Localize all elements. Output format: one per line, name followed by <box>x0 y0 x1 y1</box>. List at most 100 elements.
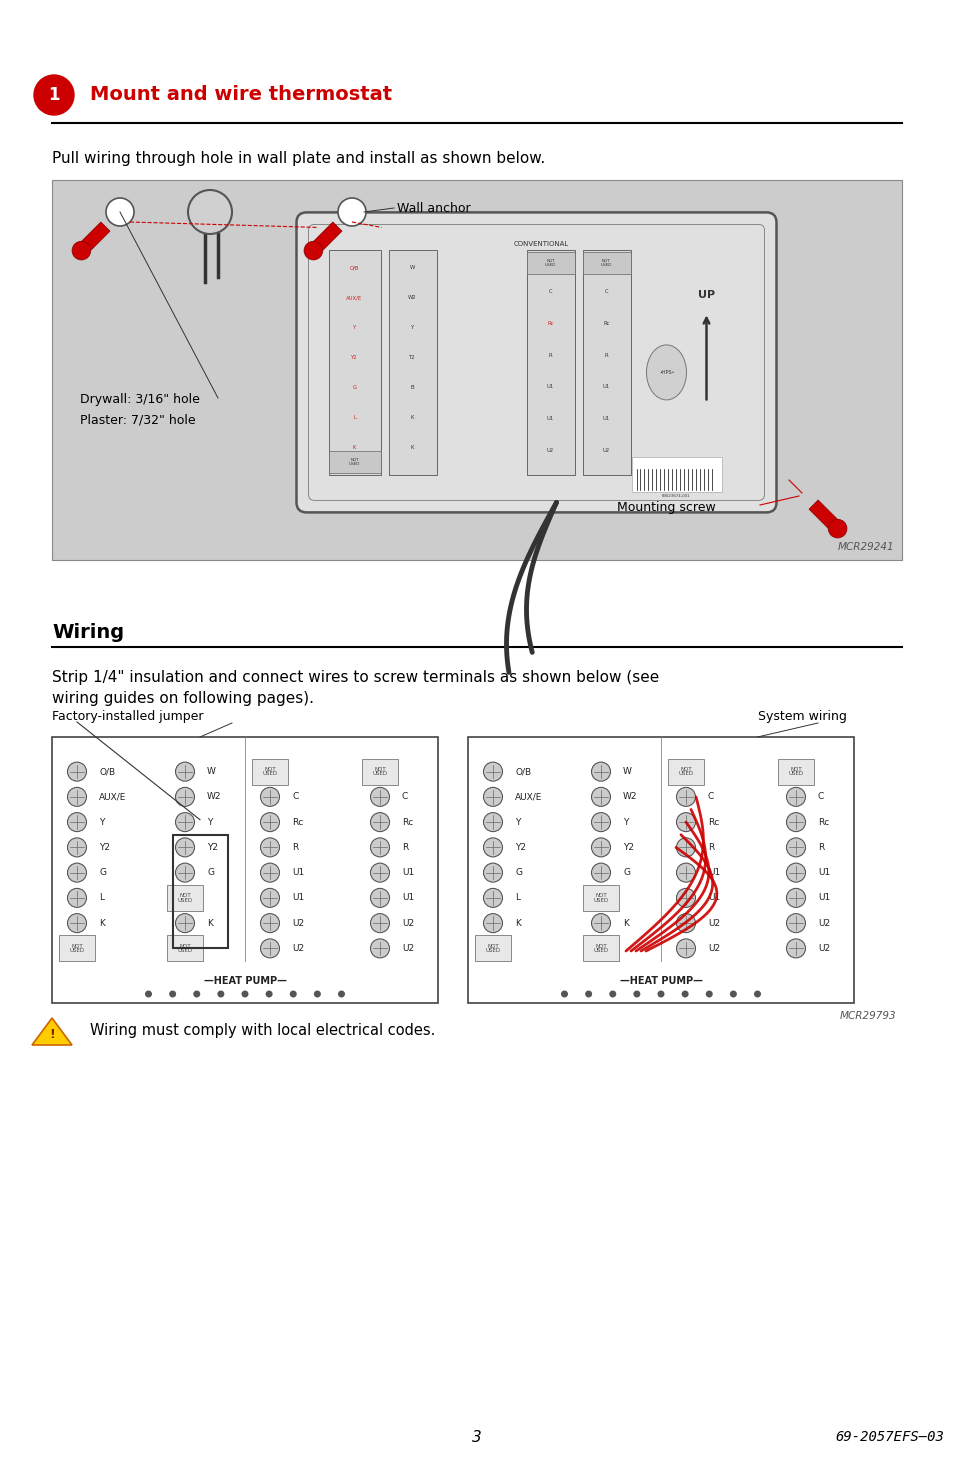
Text: Rc: Rc <box>401 817 413 826</box>
Circle shape <box>676 940 695 957</box>
Circle shape <box>591 813 610 832</box>
Text: W2: W2 <box>207 792 221 801</box>
Text: Y2: Y2 <box>515 842 525 853</box>
Text: !: ! <box>49 1028 55 1041</box>
Polygon shape <box>32 1018 71 1044</box>
Text: U1: U1 <box>401 869 414 878</box>
Circle shape <box>483 788 502 807</box>
Text: U2: U2 <box>707 919 720 928</box>
Circle shape <box>657 991 664 997</box>
Circle shape <box>483 888 502 907</box>
Text: R: R <box>817 842 823 853</box>
Text: Y2: Y2 <box>207 842 218 853</box>
Text: L: L <box>515 894 519 903</box>
Circle shape <box>337 198 366 226</box>
Text: O/B: O/B <box>99 767 115 776</box>
Text: U1: U1 <box>602 385 610 389</box>
Text: U1: U1 <box>292 869 304 878</box>
Text: NOT
USED: NOT USED <box>177 894 193 903</box>
Text: G: G <box>99 869 106 878</box>
Text: MCR29241: MCR29241 <box>837 541 893 552</box>
Text: Mounting screw: Mounting screw <box>617 502 715 515</box>
Text: —HEAT PUMP—: —HEAT PUMP— <box>203 976 286 985</box>
Circle shape <box>785 788 804 807</box>
Circle shape <box>260 940 279 957</box>
Text: NOT
USED: NOT USED <box>262 767 277 776</box>
Circle shape <box>337 991 345 997</box>
Circle shape <box>68 863 87 882</box>
Text: AUX/E: AUX/E <box>515 792 542 801</box>
Text: R: R <box>401 842 408 853</box>
Bar <box>328 249 380 475</box>
Circle shape <box>175 913 194 932</box>
Circle shape <box>68 813 87 832</box>
Text: Wiring: Wiring <box>52 622 124 642</box>
Circle shape <box>676 863 695 882</box>
Bar <box>526 252 574 274</box>
Text: NOT
USED: NOT USED <box>678 767 693 776</box>
Text: AUX/E: AUX/E <box>346 295 362 301</box>
Bar <box>582 935 618 962</box>
Text: U2: U2 <box>292 919 304 928</box>
Text: NOT
USED: NOT USED <box>593 894 608 903</box>
Circle shape <box>785 863 804 882</box>
Text: •HPS•: •HPS• <box>659 370 674 375</box>
Circle shape <box>370 888 389 907</box>
Text: Mount and wire thermostat: Mount and wire thermostat <box>90 86 392 105</box>
Text: —HEAT PUMP—: —HEAT PUMP— <box>618 976 701 985</box>
Bar <box>59 935 95 962</box>
Circle shape <box>705 991 712 997</box>
Circle shape <box>591 763 610 782</box>
FancyBboxPatch shape <box>296 212 776 512</box>
Circle shape <box>260 788 279 807</box>
Polygon shape <box>74 221 110 258</box>
Circle shape <box>68 788 87 807</box>
Circle shape <box>68 913 87 932</box>
Circle shape <box>785 813 804 832</box>
Bar <box>167 935 203 962</box>
Text: U1: U1 <box>707 894 720 903</box>
Text: U1: U1 <box>546 385 554 389</box>
Circle shape <box>591 913 610 932</box>
Text: K: K <box>207 919 213 928</box>
Text: U2: U2 <box>292 944 304 953</box>
Text: U1: U1 <box>292 894 304 903</box>
Text: U2: U2 <box>546 448 554 453</box>
Text: Y2: Y2 <box>622 842 634 853</box>
Text: C: C <box>817 792 823 801</box>
Text: U1: U1 <box>817 869 829 878</box>
Bar <box>582 249 630 475</box>
Circle shape <box>175 863 194 882</box>
Text: Rc: Rc <box>817 817 828 826</box>
Text: Rc: Rc <box>292 817 303 826</box>
Text: G: G <box>352 385 356 391</box>
Circle shape <box>260 913 279 932</box>
Ellipse shape <box>646 345 686 400</box>
Bar <box>52 180 901 560</box>
Text: C: C <box>707 792 714 801</box>
Text: U1: U1 <box>546 416 554 420</box>
Text: L: L <box>353 416 355 420</box>
Circle shape <box>609 991 616 997</box>
Text: L: L <box>99 894 104 903</box>
Circle shape <box>680 991 688 997</box>
Text: R: R <box>548 353 552 358</box>
Text: O/B: O/B <box>350 266 359 270</box>
Text: B: B <box>410 385 414 391</box>
Circle shape <box>260 888 279 907</box>
Text: NOT
USED: NOT USED <box>485 944 500 953</box>
Text: C: C <box>401 792 408 801</box>
Circle shape <box>676 788 695 807</box>
Circle shape <box>483 863 502 882</box>
Text: AUX/E: AUX/E <box>99 792 126 801</box>
Text: Drywall: 3/16" hole
Plaster: 7/32" hole: Drywall: 3/16" hole Plaster: 7/32" hole <box>80 394 200 426</box>
Circle shape <box>560 991 567 997</box>
Text: 3: 3 <box>472 1429 481 1444</box>
Circle shape <box>169 991 176 997</box>
Polygon shape <box>808 500 844 535</box>
Circle shape <box>676 888 695 907</box>
Circle shape <box>370 838 389 857</box>
Text: C: C <box>604 289 608 295</box>
Text: 69-2057EFS—03: 69-2057EFS—03 <box>834 1429 943 1444</box>
Bar <box>52 738 437 1003</box>
